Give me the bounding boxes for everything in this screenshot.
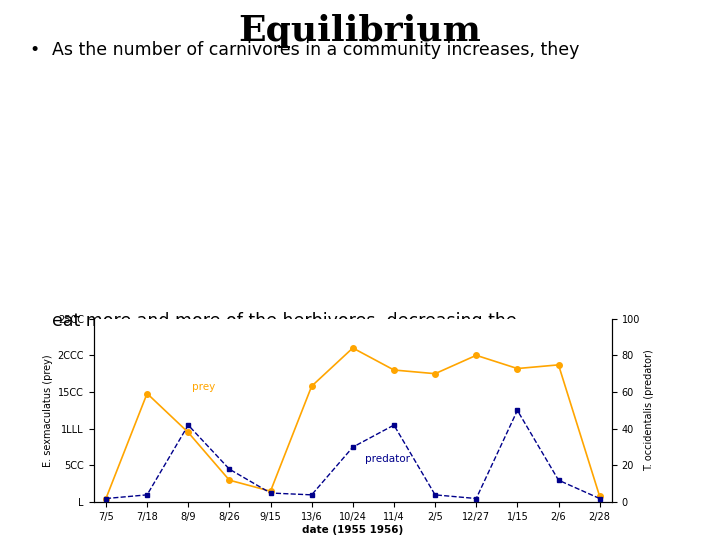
X-axis label: date (1955 1956): date (1955 1956): [302, 525, 403, 535]
Y-axis label: E. sexmaculatus (prey): E. sexmaculatus (prey): [43, 354, 53, 467]
Text: predator: predator: [365, 454, 410, 464]
Y-axis label: T. occidentalis (predator): T. occidentalis (predator): [644, 349, 654, 471]
Text: prey: prey: [192, 382, 215, 392]
Text: As the number of carnivores in a community increases, they: As the number of carnivores in a communi…: [52, 42, 580, 59]
Text: Equilibrium: Equilibrium: [238, 14, 482, 48]
Text: eat more and more of the herbivores, decreasing the: eat more and more of the herbivores, dec…: [52, 312, 517, 330]
Text: •: •: [30, 42, 40, 59]
